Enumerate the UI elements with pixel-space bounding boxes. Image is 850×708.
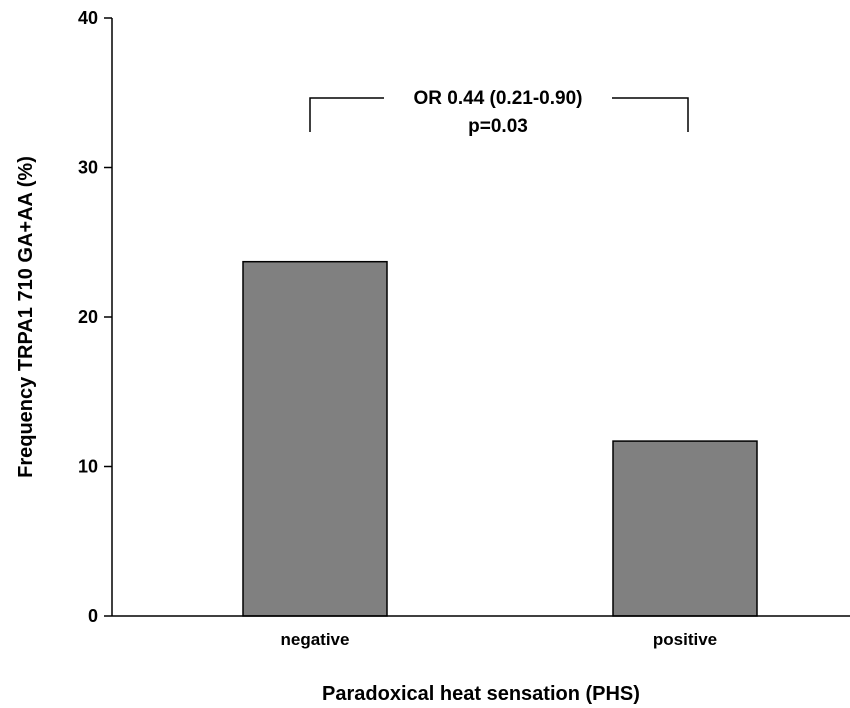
y-axis-ticks: 0 10 20 30 40 bbox=[78, 8, 112, 626]
significance-bracket bbox=[309, 97, 689, 132]
odds-ratio-annotation: OR 0.44 (0.21-0.90) bbox=[414, 88, 583, 109]
x-axis-categories: negative positive bbox=[281, 630, 718, 649]
y-tick-label: 30 bbox=[78, 158, 98, 178]
x-tick-label-positive: positive bbox=[653, 630, 717, 649]
y-tick-label: 20 bbox=[78, 307, 98, 327]
y-axis-title: Frequency TRPA1 710 GA+AA (%) bbox=[15, 156, 37, 478]
bar-positive bbox=[612, 440, 758, 617]
bars bbox=[242, 260, 758, 617]
y-tick-label: 10 bbox=[78, 457, 98, 477]
p-value-annotation: p=0.03 bbox=[468, 116, 528, 137]
y-tick-label: 40 bbox=[78, 8, 98, 28]
bar-negative bbox=[242, 260, 388, 617]
x-tick-label-negative: negative bbox=[281, 630, 350, 649]
x-axis-title: Paradoxical heat sensation (PHS) bbox=[322, 683, 640, 705]
y-tick-label: 0 bbox=[88, 606, 98, 626]
